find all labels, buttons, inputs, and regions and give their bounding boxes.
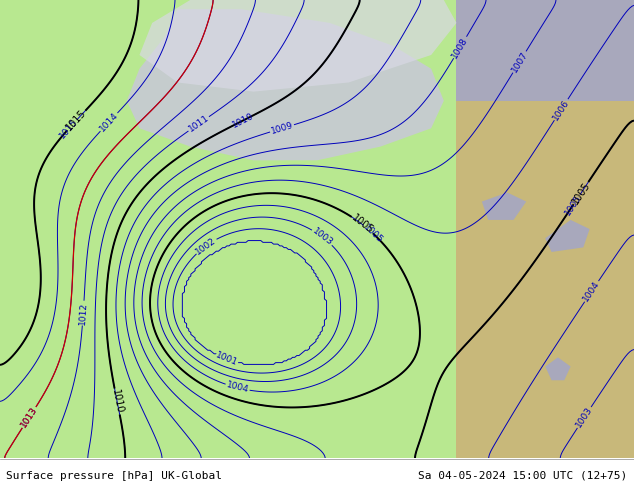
Polygon shape — [139, 0, 456, 92]
Text: 1005: 1005 — [563, 193, 583, 217]
Polygon shape — [127, 9, 444, 160]
Polygon shape — [482, 193, 526, 220]
Polygon shape — [456, 0, 634, 101]
Bar — [0, 0, 456, 458]
Text: 1003: 1003 — [574, 405, 594, 430]
Polygon shape — [545, 357, 571, 380]
Text: 1005: 1005 — [362, 222, 385, 245]
Text: 1007: 1007 — [510, 50, 529, 74]
Text: 1015: 1015 — [64, 108, 88, 133]
Text: 1010: 1010 — [231, 111, 256, 129]
Text: 1008: 1008 — [450, 35, 470, 60]
Text: 1014: 1014 — [98, 111, 120, 133]
Text: 1005: 1005 — [570, 180, 592, 206]
Text: 1015: 1015 — [57, 118, 79, 141]
Text: 1009: 1009 — [269, 121, 294, 136]
Polygon shape — [545, 220, 590, 252]
Text: 1013: 1013 — [19, 405, 39, 430]
Text: 1001: 1001 — [214, 350, 239, 368]
Bar — [456, 0, 634, 458]
Text: 1012: 1012 — [78, 301, 89, 325]
Text: 1004: 1004 — [581, 279, 602, 303]
Text: 1011: 1011 — [186, 114, 210, 134]
Text: 1004: 1004 — [225, 381, 250, 395]
Text: 1013: 1013 — [19, 405, 39, 430]
Text: 1005: 1005 — [350, 213, 375, 236]
Text: 1002: 1002 — [194, 236, 218, 256]
Text: 1006: 1006 — [551, 98, 571, 122]
Text: 1010: 1010 — [110, 389, 124, 415]
Text: Sa 04-05-2024 15:00 UTC (12+75): Sa 04-05-2024 15:00 UTC (12+75) — [418, 471, 628, 481]
Text: 1003: 1003 — [311, 226, 334, 247]
Text: Surface pressure [hPa] UK-Global: Surface pressure [hPa] UK-Global — [6, 471, 223, 481]
